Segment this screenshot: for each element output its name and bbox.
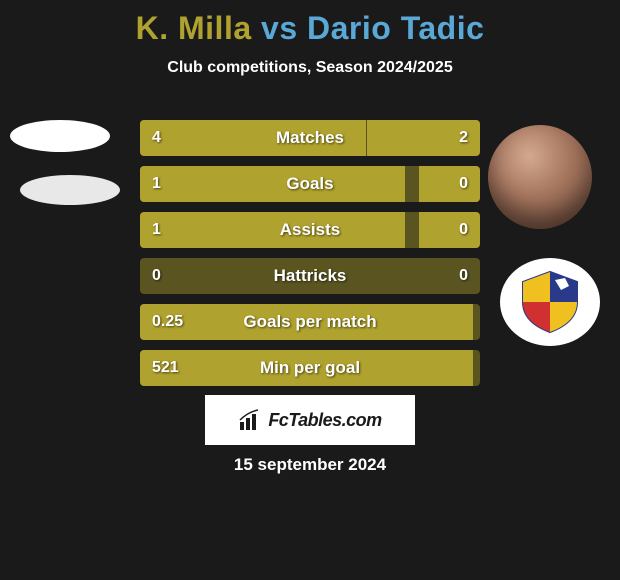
stat-label: Matches (140, 120, 480, 156)
stat-row: 42Matches (140, 120, 480, 156)
stat-label: Hattricks (140, 258, 480, 294)
player1-avatar-placeholder (10, 120, 110, 152)
player1-club-placeholder (20, 175, 120, 205)
vs-text: vs (261, 10, 298, 46)
stat-row: 521Min per goal (140, 350, 480, 386)
stat-row: 00Hattricks (140, 258, 480, 294)
club-crest-icon (515, 270, 585, 334)
fctables-logo-icon (238, 408, 262, 432)
stat-label: Goals (140, 166, 480, 202)
stat-label: Assists (140, 212, 480, 248)
subtitle: Club competitions, Season 2024/2025 (0, 59, 620, 77)
date-text: 15 september 2024 (0, 455, 620, 475)
stats-container: 42Matches 10Goals 10Assists 00Hattricks 0.25… (140, 120, 480, 396)
stat-label: Min per goal (140, 350, 480, 386)
fctables-text: FcTables.com (268, 410, 381, 431)
player2-name: Dario Tadic (307, 10, 484, 46)
player1-name: K. Milla (136, 10, 252, 46)
player2-avatar (488, 125, 592, 229)
stat-row: 10Assists (140, 212, 480, 248)
fctables-attribution: FcTables.com (205, 395, 415, 445)
stat-row: 10Goals (140, 166, 480, 202)
player2-club-badge (500, 258, 600, 346)
stat-label: Goals per match (140, 304, 480, 340)
comparison-title: K. Milla vs Dario Tadic (0, 0, 620, 47)
stat-row: 0.25Goals per match (140, 304, 480, 340)
